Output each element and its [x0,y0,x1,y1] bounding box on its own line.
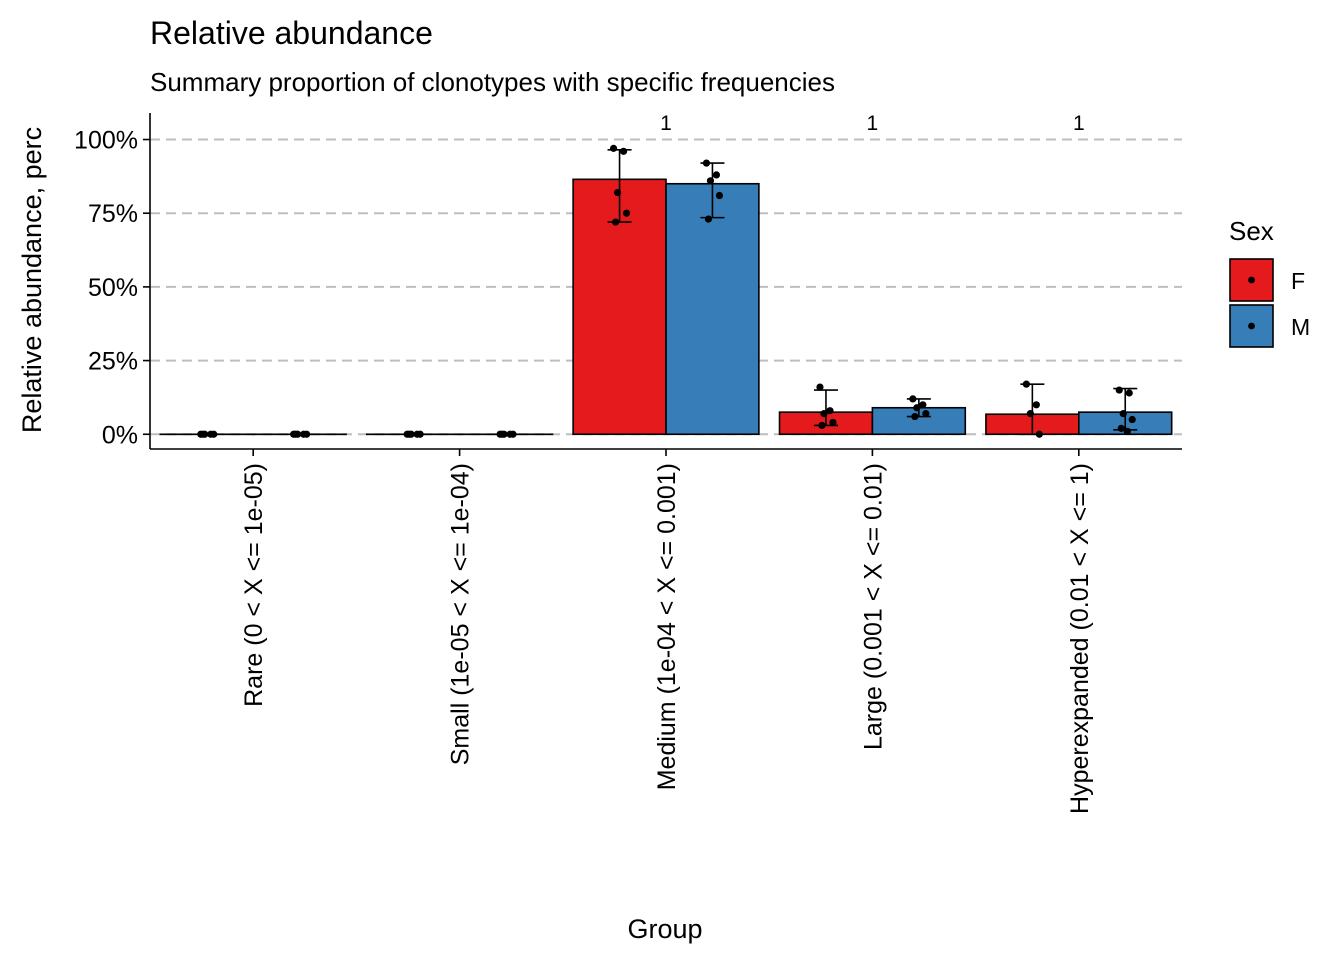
x-tick-label: Medium (1e-04 < X <= 0.001) [653,463,681,790]
data-point-M [919,401,927,409]
data-point-M [1128,415,1136,424]
data-point-F [1032,401,1040,409]
x-axis-title: Group [627,914,702,944]
data-point-F [609,144,618,152]
data-point-M [706,177,715,185]
x-tick-label: Hyperexpanded (0.01 < X <= 1) [1066,463,1094,814]
p-value-label: 1 [660,112,672,135]
data-point-F [199,430,207,438]
bars [159,178,1173,436]
data-point-F [1035,430,1043,438]
p-value-annotations: 1 1 1 [660,112,1084,135]
data-point-M [702,159,711,167]
data-point-M [922,410,930,418]
data-point-M [1119,410,1127,418]
data-point-F [820,410,828,418]
data-point-F [829,418,837,427]
bar-M [665,182,760,436]
data-point-F [611,218,620,226]
y-tick-label: 75% [88,200,138,228]
data-point-F [619,147,628,155]
x-tick-label: Small (1e-05 < X <= 1e-04) [447,463,475,765]
data-point-M [911,412,919,421]
data-point-F [405,430,413,438]
data-point-F [210,430,218,438]
data-point-F [826,407,834,415]
chart-title: Relative abundance [150,15,433,51]
y-tick-label: 0% [102,421,138,449]
data-point-M [909,395,917,403]
y-tick-label: 100% [74,127,138,155]
data-point-M [704,215,713,223]
data-point-F [816,383,824,391]
data-point-M [292,430,300,438]
legend-key-point [1248,276,1255,284]
data-point-F [1022,380,1030,388]
y-axis-ticks: 0% 25% 50% 75% 100% [74,127,150,449]
data-point-F [613,188,622,197]
data-point-M [913,404,921,412]
data-point-F [818,421,826,430]
data-point-M [1125,389,1133,397]
data-point-M [715,191,724,200]
data-point-F [1026,410,1034,418]
data-point-M [303,430,311,438]
data-point-M [509,430,517,438]
chart-subtitle: Summary proportion of clonotypes with sp… [150,67,835,97]
legend-title: Sex [1229,216,1274,246]
p-value-label: 1 [867,112,879,135]
p-value-label: 1 [1073,112,1085,135]
data-points [197,144,1136,438]
legend: Sex FM [1229,216,1310,348]
y-tick-label: 50% [88,274,138,302]
x-tick-label: Rare (0 < X <= 1e-05) [240,463,268,707]
y-axis-title: Relative abundance, perc [17,127,47,433]
data-point-F [416,430,424,438]
data-point-F [622,209,631,217]
legend-label-M: M [1291,314,1310,340]
legend-key-point [1248,322,1255,330]
data-point-M [1117,424,1125,432]
y-tick-label: 25% [88,348,138,376]
data-point-M [712,171,721,179]
data-point-M [1123,427,1131,435]
x-tick-label: Large (0.001 < X <= 0.01) [859,463,887,750]
legend-label-F: F [1291,268,1305,294]
bar-M [871,406,967,436]
data-point-M [1115,386,1123,394]
x-axis-ticks: Rare (0 < X <= 1e-05) Small (1e-05 < X <=… [240,449,1094,814]
data-point-M [498,430,506,438]
